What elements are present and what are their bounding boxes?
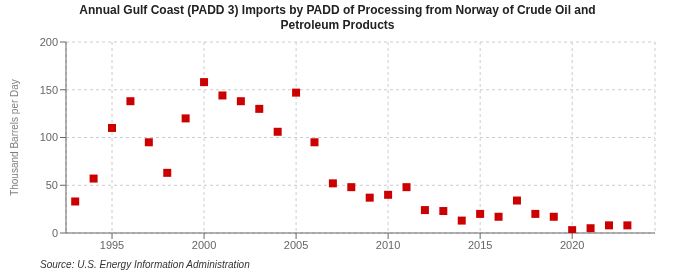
svg-text:2005: 2005 (284, 239, 308, 251)
svg-text:0: 0 (52, 227, 58, 239)
svg-text:Thousand Barrels per Day: Thousand Barrels per Day (9, 79, 20, 196)
html-text:Source: U.S. Energy Informatio: Source: U.S. Energy Information Administ… (40, 259, 250, 270)
svg-text:150: 150 (40, 84, 58, 96)
svg-text:2000: 2000 (192, 239, 216, 251)
html-text:Annual Gulf Coast (PADD 3) Imp: Annual Gulf Coast (PADD 3) Imports by PA… (79, 3, 596, 17)
svg-text:2020: 2020 (560, 239, 584, 251)
html-text:Petroleum Products: Petroleum Products (280, 18, 395, 32)
svg-text:200: 200 (40, 36, 58, 48)
svg-text:50: 50 (46, 179, 58, 191)
svg-text:1995: 1995 (100, 239, 124, 251)
svg-text:2010: 2010 (376, 239, 400, 251)
svg-text:100: 100 (40, 131, 58, 143)
svg-text:2015: 2015 (468, 239, 492, 251)
